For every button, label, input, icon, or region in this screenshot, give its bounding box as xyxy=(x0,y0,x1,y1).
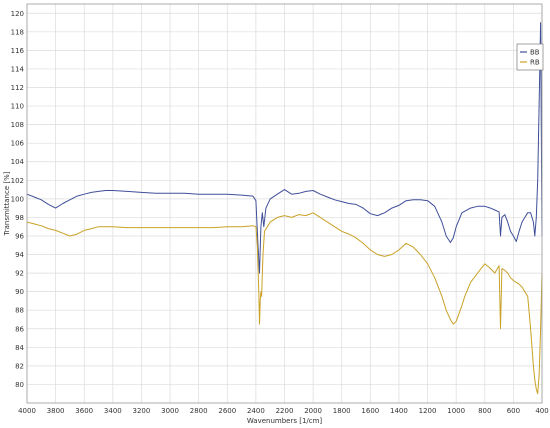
x-tick-label: 800 xyxy=(478,407,491,415)
y-tick-label: 90 xyxy=(15,288,24,296)
y-tick-label: 84 xyxy=(15,344,24,352)
y-tick-label: 100 xyxy=(11,195,24,203)
y-tick-label: 82 xyxy=(15,362,24,370)
y-tick-labels: 80 82 84 86 88 90 92 94 96 98 100 102 104 106 108 110 11… xyxy=(11,10,25,389)
x-axis-title: Wavenumbers [1/cm] xyxy=(247,417,323,425)
x-tick-label: 400 xyxy=(535,407,548,415)
x-tick-label: 2200 xyxy=(276,407,294,415)
series-layer xyxy=(26,22,543,395)
x-tick-label: 1800 xyxy=(333,407,351,415)
plot-frame xyxy=(26,3,543,404)
series-line-bb xyxy=(26,22,543,274)
y-tick-label: 96 xyxy=(15,232,24,240)
x-tick-label: 1400 xyxy=(390,407,408,415)
legend: BB RB xyxy=(516,43,544,71)
y-tick-label: 112 xyxy=(11,84,24,92)
y-tick-label: 94 xyxy=(15,251,24,259)
y-tick-label: 110 xyxy=(11,103,24,111)
x-tick-label: 1000 xyxy=(447,407,465,415)
x-tick-label: 2400 xyxy=(247,407,265,415)
x-tick-label: 2600 xyxy=(218,407,236,415)
y-tick-label: 92 xyxy=(15,270,24,278)
y-tick-label: 80 xyxy=(15,381,24,389)
x-tick-label: 4000 xyxy=(18,407,36,415)
series-line-rb xyxy=(26,212,543,395)
grid-lines xyxy=(26,4,543,403)
y-tick-label: 120 xyxy=(11,10,24,18)
legend-box xyxy=(516,43,544,71)
x-tick-labels: 4000 3800 3600 3400 3200 3000 2800 2600 2400 2200… xyxy=(18,407,549,415)
y-axis-title: Transmittance [%] xyxy=(3,171,11,236)
legend-label-rb: RB xyxy=(530,59,540,67)
x-tick-label: 3200 xyxy=(133,407,151,415)
y-tick-label: 108 xyxy=(11,121,24,129)
x-tick-label: 1200 xyxy=(419,407,437,415)
x-tick-label: 3800 xyxy=(47,407,65,415)
y-tick-label: 88 xyxy=(15,307,24,315)
y-tick-label: 104 xyxy=(11,158,25,166)
y-tick-label: 102 xyxy=(11,177,24,185)
x-tick-label: 3600 xyxy=(75,407,93,415)
y-tick-label: 118 xyxy=(11,28,24,36)
x-tick-label: 1600 xyxy=(361,407,379,415)
y-tick-label: 106 xyxy=(11,140,25,148)
legend-label-bb: BB xyxy=(530,49,540,57)
x-tick-label: 2800 xyxy=(190,407,208,415)
x-tick-label: 3400 xyxy=(104,407,122,415)
x-tick-label: 3000 xyxy=(161,407,179,415)
y-tick-label: 114 xyxy=(11,65,25,73)
x-tick-label: 600 xyxy=(507,407,520,415)
y-tick-label: 98 xyxy=(15,214,24,222)
y-tick-label: 86 xyxy=(15,325,24,333)
y-tick-label: 116 xyxy=(11,47,25,55)
x-tick-label: 2000 xyxy=(304,407,322,415)
